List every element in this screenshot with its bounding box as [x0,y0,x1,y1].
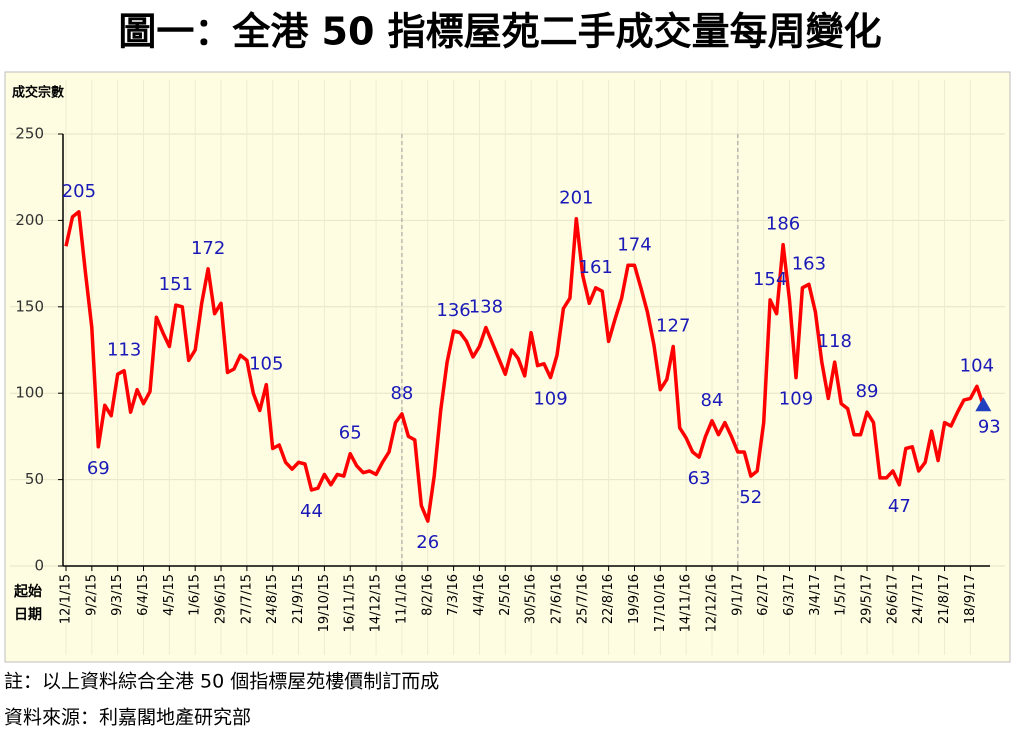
data-label: 63 [688,468,711,489]
data-label: 127 [656,316,690,337]
data-label: 113 [107,340,141,361]
x-tick-label: 4/4/16 [472,574,487,616]
x-tick-label: 7/3/16 [446,574,461,616]
x-tick-label: 9/3/15 [110,574,125,616]
x-tick-label: 30/5/16 [524,574,539,624]
y-axis-label: 成交宗數 [12,85,64,101]
y-tick-label: 200 [15,211,44,229]
x-tick-label: 27/7/15 [239,574,254,624]
data-label: 205 [62,181,96,202]
x-tick-label: 27/6/16 [549,574,564,624]
x-tick-label: 1/6/15 [188,574,203,616]
x-tick-label: 29/6/15 [214,574,229,624]
data-label: 118 [818,331,852,352]
x-tick-label: 18/9/17 [963,574,978,624]
x-tick-label: 24/7/17 [911,574,926,624]
data-label: 89 [856,381,879,402]
note: 註：以上資料綜合全港 50 個指標屋苑樓價制訂而成 [4,671,439,693]
x-tick-label: 21/8/17 [937,574,952,624]
x-tick-label: 12/1/15 [59,574,74,624]
x-tick-label: 14/11/16 [679,574,694,632]
x-tick-label: 6/3/17 [782,574,797,616]
y-tick-label: 50 [25,470,44,488]
x-tick-label: 2/5/16 [498,574,513,616]
data-line [64,210,985,523]
data-label: 52 [739,487,762,508]
data-label: 69 [87,458,110,479]
x-tick-label: 21/9/15 [291,574,306,624]
data-label: 163 [792,253,826,274]
data-label: 136 [436,300,470,321]
y-tick-label: 250 [15,125,44,143]
x-tick-label: 3/4/17 [808,574,823,616]
x-tick-label: 19/10/15 [317,574,332,632]
data-label: 105 [249,354,283,375]
x-tick-label: 14/12/15 [369,574,384,632]
data-label: 174 [617,234,651,255]
data-label: 172 [191,238,225,259]
x-tick-label: 9/2/15 [84,574,99,616]
data-label: 104 [960,355,994,376]
data-label: 138 [469,297,503,318]
x-tick-label: 16/11/15 [343,574,358,632]
x-tick-label: 11/1/16 [394,574,409,624]
data-label: 161 [579,257,613,278]
x-tick-label: 17/10/16 [653,574,668,632]
plot: 0 50 100 150 200 250 12/1/15 9/2/15 9/3/15 6/4/15… [10,80,1005,655]
x-tick-label: 22/8/16 [601,574,616,624]
x-tick-label: 4/5/15 [162,574,177,616]
data-label: 201 [559,188,593,209]
x-tick-label: 26/6/17 [885,574,900,624]
x-tick-label: 29/5/17 [860,574,875,624]
note: 資料來源：利嘉閣地產研究部 [4,707,251,729]
x-axis-label: 日期 [14,607,42,623]
data-label: 186 [766,214,800,235]
y-tick-label: 100 [15,384,44,402]
data-label: 44 [300,501,323,522]
x-tick-label: 1/5/17 [834,574,849,616]
x-tick-label: 24/8/15 [265,574,280,624]
data-label: 154 [753,269,787,290]
x-tick-label: 19/9/16 [627,574,642,624]
last-point-marker [975,397,992,412]
x-tick-label: 6/2/17 [756,574,771,616]
x-tick-label: 9/1/17 [730,574,745,616]
data-label: 88 [390,383,413,404]
x-tick-label: 25/7/16 [575,574,590,624]
data-label: 109 [533,389,567,410]
data-label: 47 [888,496,911,517]
data-label: 84 [701,390,724,411]
data-label: 65 [339,423,362,444]
x-tick-label: 6/4/15 [136,574,151,616]
y-tick-label: 150 [15,297,44,315]
x-tick-label: 12/12/16 [705,574,720,632]
chart-title: 圖一：全港 50 指標屋苑二手成交量每周變化 [118,10,881,54]
data-label: 109 [779,389,813,410]
data-label: 151 [159,274,193,295]
y-tick-label: 0 [34,557,44,575]
x-tick-label: 8/2/16 [420,574,435,616]
data-label: 26 [416,532,439,553]
x-axis-label: 起始 [13,583,42,600]
data-label: 93 [978,416,1001,437]
